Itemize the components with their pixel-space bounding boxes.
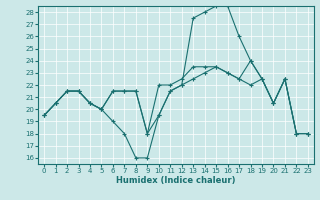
- X-axis label: Humidex (Indice chaleur): Humidex (Indice chaleur): [116, 176, 236, 185]
